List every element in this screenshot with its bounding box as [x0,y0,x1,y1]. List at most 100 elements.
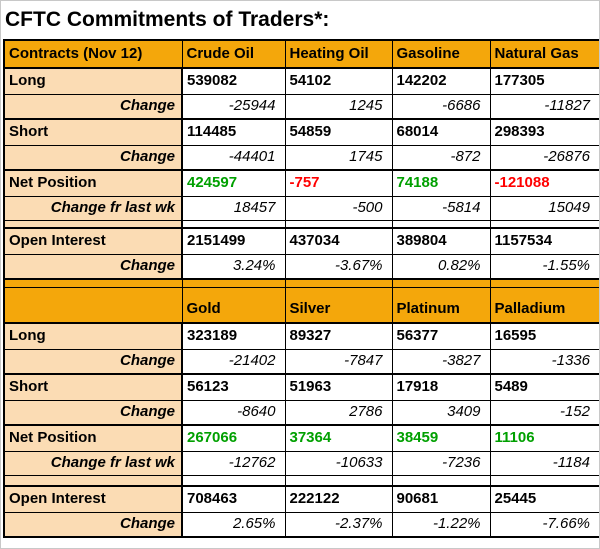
cell-value: 323189 [181,322,286,350]
cell-value: 54859 [284,118,393,146]
table2-row-net-position: Net Position 267066 37364 38459 11106 [3,424,599,452]
row-label: Open Interest [3,227,183,255]
cell-value: -1.22% [391,512,491,538]
row-label: Change fr last wk [3,451,183,476]
table1-row-net-change: Change fr last wk 18457 -500 -5814 15049 [3,196,599,221]
cell-value: 142202 [391,67,491,95]
cell-value: 5489 [489,373,599,401]
table2-row-long-change: Change -21402 -7847 -3827 -1336 [3,349,599,375]
cell-value: 267066 [181,424,286,452]
cell-value: 11106 [489,424,599,452]
table2-header-blank [3,287,183,324]
row-label: Open Interest [3,485,183,513]
cell-value: -872 [391,145,491,171]
row-label: Change [3,400,183,426]
cell-value: 539082 [181,67,286,95]
cell-value: 54102 [284,67,393,95]
cell-value: -3827 [391,349,491,375]
cell-value: -6686 [391,94,491,120]
table1-row-long: Long 539082 54102 142202 177305 [3,67,599,95]
table2-row-oi-change: Change 2.65% -2.37% -1.22% -7.66% [3,512,599,538]
row-label: Change fr last wk [3,196,183,221]
table2-row-short: Short 56123 51963 17918 5489 [3,373,599,401]
cell-value: 3409 [391,400,491,426]
cell-value: -1.55% [489,254,599,280]
cell-value: -21402 [181,349,286,375]
cell-value: 177305 [489,67,599,95]
cell-value: 222122 [284,485,393,513]
cell-value: 2786 [284,400,393,426]
table1-header-row: Contracts (Nov 12) Crude Oil Heating Oil… [3,39,599,69]
cell-value: -7.66% [489,512,599,538]
table2-row-open-interest: Open Interest 708463 222122 90681 25445 [3,485,599,513]
table1-header-crude-oil: Crude Oil [181,39,286,69]
cell-value: 1157534 [489,227,599,255]
cell-value: -2.37% [284,512,393,538]
cell-value: -10633 [284,451,393,476]
table1-row-open-interest: Open Interest 2151499 437034 389804 1157… [3,227,599,255]
row-label: Change [3,94,183,120]
cell-value: 3.24% [181,254,286,280]
cell-value: 25445 [489,485,599,513]
table1-row-short-change: Change -44401 1745 -872 -26876 [3,145,599,171]
cell-value: -500 [284,196,393,221]
table2-header-palladium: Palladium [489,287,599,324]
row-label: Long [3,67,183,95]
cell-value: -121088 [489,169,599,197]
table2-header-row: Gold Silver Platinum Palladium [3,287,599,324]
cell-value: 74188 [391,169,491,197]
cell-value: 38459 [391,424,491,452]
cell-value: 1245 [284,94,393,120]
cell-value: 0.82% [391,254,491,280]
cell-value: 16595 [489,322,599,350]
row-label: Net Position [3,169,183,197]
table2-header-spacer [3,278,599,288]
cell-value: -1184 [489,451,599,476]
table2-header-platinum: Platinum [391,287,491,324]
row-label: Net Position [3,424,183,452]
cell-value: -3.67% [284,254,393,280]
cell-value: 437034 [284,227,393,255]
row-label: Change [3,145,183,171]
cell-value: 51963 [284,373,393,401]
row-label: Change [3,349,183,375]
cell-value: 2151499 [181,227,286,255]
cell-value: 56123 [181,373,286,401]
cell-value: -5814 [391,196,491,221]
cell-value: 2.65% [181,512,286,538]
cell-value: 90681 [391,485,491,513]
table1-header-natural-gas: Natural Gas [489,39,599,69]
cell-value: -12762 [181,451,286,476]
cell-value: 424597 [181,169,286,197]
table1-row-oi-change: Change 3.24% -3.67% 0.82% -1.55% [3,254,599,280]
table1-header-contracts: Contracts (Nov 12) [3,39,183,69]
row-label: Change [3,512,183,538]
cell-value: -44401 [181,145,286,171]
cell-value: 89327 [284,322,393,350]
cell-value: 708463 [181,485,286,513]
table1-header-gasoline: Gasoline [391,39,491,69]
table1-row-short: Short 114485 54859 68014 298393 [3,118,599,146]
cell-value: -8640 [181,400,286,426]
cell-value: -7236 [391,451,491,476]
cell-value: 17918 [391,373,491,401]
row-label: Short [3,373,183,401]
table2-header-silver: Silver [284,287,393,324]
page-title: CFTC Commitments of Traders*: [5,8,330,31]
table2-spacer-row [3,475,599,487]
cell-value: -26876 [489,145,599,171]
cell-value: -11827 [489,94,599,120]
cell-value: 15049 [489,196,599,221]
cell-value: 37364 [284,424,393,452]
table2-row-short-change: Change -8640 2786 3409 -152 [3,400,599,426]
cell-value: -1336 [489,349,599,375]
table2-header-gold: Gold [181,287,286,324]
table1-spacer-row [3,220,599,229]
table1-header-heating-oil: Heating Oil [284,39,393,69]
table1-row-long-change: Change -25944 1245 -6686 -11827 [3,94,599,120]
cell-value: 56377 [391,322,491,350]
cell-value: 18457 [181,196,286,221]
row-label: Long [3,322,183,350]
cell-value: -757 [284,169,393,197]
table2-row-long: Long 323189 89327 56377 16595 [3,322,599,350]
